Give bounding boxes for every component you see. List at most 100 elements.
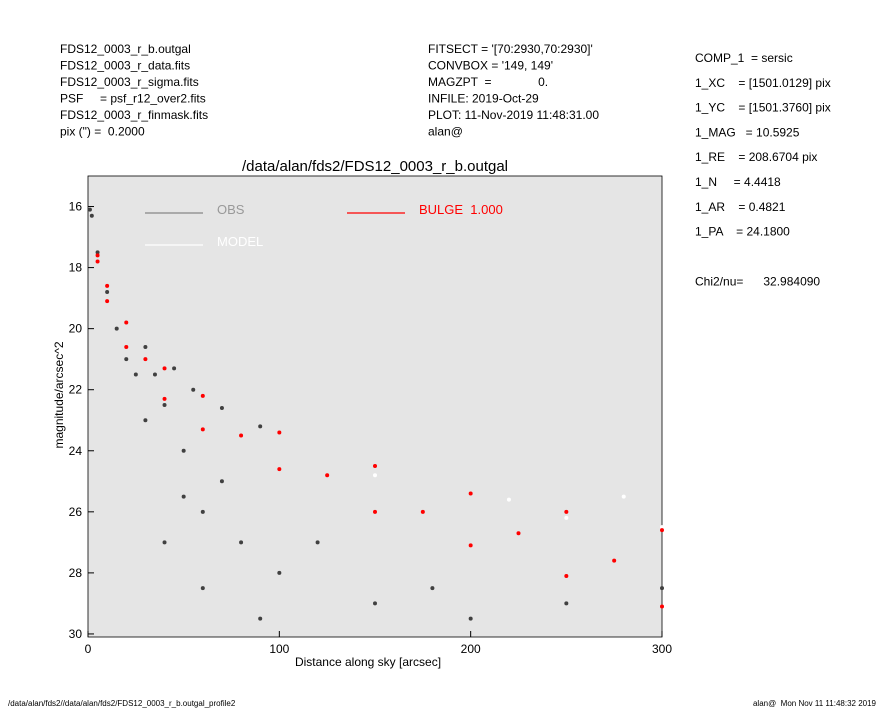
y-tick-label: 16 — [69, 200, 83, 214]
data-point — [277, 467, 282, 472]
data-point — [200, 509, 205, 514]
data-point — [564, 601, 569, 606]
header-left-line: FDS12_0003_r_data.fits — [60, 59, 190, 73]
data-point — [172, 366, 177, 371]
x-tick-label: 200 — [461, 642, 481, 656]
data-point — [564, 573, 569, 578]
y-tick-label: 30 — [69, 627, 83, 641]
data-point — [430, 586, 435, 591]
header-middle-line: alan@ — [428, 125, 463, 139]
legend-label: OBS — [217, 202, 245, 217]
data-point — [162, 396, 167, 401]
header-middle-line: CONVBOX = '149, 149' — [428, 59, 553, 73]
data-point — [258, 616, 263, 621]
y-tick-label: 20 — [69, 322, 83, 336]
data-point — [162, 402, 167, 407]
data-point — [133, 372, 138, 377]
data-point — [239, 433, 244, 438]
fit-parameter: 1_N = 4.4418 — [695, 175, 781, 189]
x-tick-label: 100 — [269, 642, 289, 656]
data-point — [660, 586, 664, 591]
data-point — [219, 479, 224, 484]
data-point — [143, 418, 148, 423]
header-left-line: pix (") = 0.2000 — [60, 125, 145, 139]
data-point — [89, 213, 94, 218]
legend-label: MODEL — [217, 234, 263, 249]
data-point — [105, 283, 110, 288]
data-point — [162, 540, 167, 545]
header-left-line: FDS12_0003_r_b.outgal — [60, 42, 191, 56]
data-point — [277, 430, 282, 435]
data-point — [239, 540, 244, 545]
legend-label: BULGE 1.000 — [419, 202, 503, 217]
data-point — [219, 406, 224, 411]
footer-left: /data/alan/fds2//data/alan/fds2/FDS12_00… — [8, 699, 236, 708]
y-tick-label: 26 — [69, 505, 83, 519]
data-point — [105, 290, 110, 295]
fit-parameter: 1_RE = 208.6704 pix — [695, 150, 817, 164]
data-point — [516, 531, 521, 536]
data-point — [143, 357, 148, 362]
data-point — [87, 207, 92, 212]
fit-parameter: 1_MAG = 10.5925 — [695, 125, 800, 139]
data-point — [468, 491, 473, 496]
data-point — [660, 525, 664, 530]
data-point — [621, 494, 626, 499]
data-point — [564, 515, 569, 520]
data-point — [506, 497, 511, 502]
y-axis-label: magnitude/arcsec^2 — [52, 341, 66, 448]
data-point — [152, 372, 157, 377]
data-point — [420, 509, 425, 514]
data-point — [181, 448, 186, 453]
data-point — [114, 326, 119, 331]
data-point — [373, 601, 377, 606]
data-point — [612, 558, 617, 563]
data-point — [124, 357, 129, 362]
fit-parameter: COMP_1 = sersic — [695, 51, 793, 65]
x-axis-label: Distance along sky [arcsec] — [295, 655, 441, 669]
footer-right: alan@ Mon Nov 11 11:48:32 2019 — [753, 699, 877, 708]
header-middle-line: INFILE: 2019-Oct-29 — [428, 92, 539, 106]
data-point — [258, 424, 263, 429]
data-point — [373, 509, 377, 514]
fit-parameter: Chi2/nu= 32.984090 — [695, 274, 820, 288]
data-point — [143, 344, 148, 349]
data-point — [373, 464, 377, 469]
data-point — [200, 586, 205, 591]
data-point — [373, 473, 377, 478]
y-tick-label: 18 — [69, 261, 83, 275]
header-middle-line: PLOT: 11-Nov-2019 11:48:31.00 — [428, 108, 599, 122]
fit-parameter: 1_XC = [1501.0129] pix — [695, 76, 831, 90]
data-point — [95, 259, 100, 264]
data-point — [95, 250, 100, 255]
plot-area — [87, 175, 663, 638]
data-point — [200, 427, 205, 432]
chart-title: /data/alan/fds2/FDS12_0003_r_b.outgal — [242, 158, 508, 175]
data-point — [105, 299, 110, 304]
data-point — [468, 543, 473, 548]
header-left-line: FDS12_0003_r_sigma.fits — [60, 75, 199, 89]
data-point — [191, 387, 196, 392]
x-tick-label: 0 — [85, 642, 92, 656]
data-point — [124, 320, 129, 325]
fit-parameter: 1_AR = 0.4821 — [695, 200, 786, 214]
data-point — [181, 494, 186, 499]
header-left-line: PSF = psf_r12_over2.fits — [60, 92, 206, 106]
data-point — [564, 509, 569, 514]
y-tick-label: 24 — [69, 444, 83, 458]
header-middle-line: MAGZPT = 0. — [428, 75, 548, 89]
data-point — [200, 393, 205, 398]
data-point — [468, 616, 473, 621]
header-middle-line: FITSECT = '[70:2930,70:2930]' — [428, 42, 593, 56]
data-point — [95, 253, 100, 258]
data-point — [277, 570, 282, 575]
data-point — [660, 528, 664, 533]
data-point — [162, 366, 167, 371]
fit-parameter: 1_YC = [1501.3760] pix — [695, 101, 831, 115]
data-point — [660, 604, 664, 609]
y-tick-label: 28 — [69, 566, 83, 580]
data-point — [124, 344, 129, 349]
header-left-line: FDS12_0003_r_finmask.fits — [60, 108, 208, 122]
y-tick-label: 22 — [69, 383, 83, 397]
